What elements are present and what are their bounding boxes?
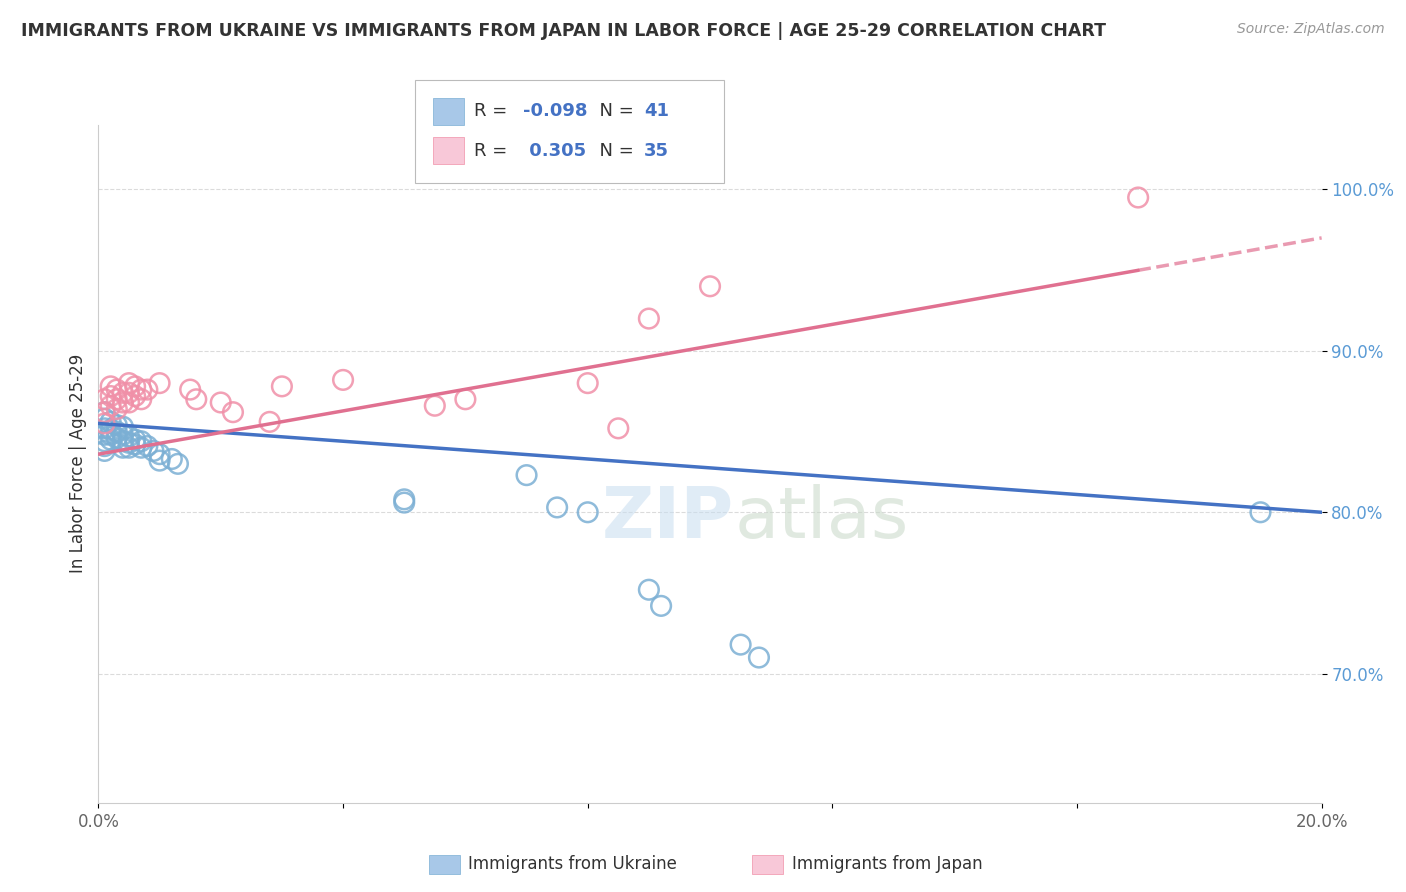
Point xyxy=(392,492,416,507)
Point xyxy=(129,392,152,407)
Point xyxy=(100,379,122,393)
Point xyxy=(576,376,599,391)
Point xyxy=(149,447,172,461)
Point xyxy=(124,433,146,447)
Text: N =: N = xyxy=(588,103,640,120)
Point xyxy=(650,599,672,613)
Point xyxy=(105,401,128,416)
Point xyxy=(142,444,165,458)
Point xyxy=(111,419,134,434)
Point xyxy=(118,385,141,400)
Point xyxy=(160,452,183,467)
Text: IMMIGRANTS FROM UKRAINE VS IMMIGRANTS FROM JAPAN IN LABOR FORCE | AGE 25-29 CORR: IMMIGRANTS FROM UKRAINE VS IMMIGRANTS FR… xyxy=(21,22,1107,40)
Point xyxy=(93,427,115,442)
Y-axis label: In Labor Force | Age 25-29: In Labor Force | Age 25-29 xyxy=(69,354,87,574)
Text: Immigrants from Japan: Immigrants from Japan xyxy=(792,855,983,873)
Point xyxy=(259,415,281,429)
Text: R =: R = xyxy=(474,142,513,160)
Point xyxy=(100,415,122,429)
Point xyxy=(167,457,190,471)
Point xyxy=(392,495,416,509)
Text: atlas: atlas xyxy=(734,483,908,552)
Point xyxy=(270,379,292,393)
Point xyxy=(118,395,141,409)
Text: R =: R = xyxy=(474,103,513,120)
Point xyxy=(93,405,115,419)
Point xyxy=(105,418,128,433)
Point xyxy=(124,389,146,403)
Point xyxy=(100,433,122,447)
Point xyxy=(186,392,208,407)
Point xyxy=(118,441,141,455)
Point xyxy=(111,434,134,449)
Point xyxy=(93,411,115,425)
Point xyxy=(100,423,122,437)
Point xyxy=(129,383,152,397)
Text: Source: ZipAtlas.com: Source: ZipAtlas.com xyxy=(1237,22,1385,37)
Point xyxy=(149,453,172,467)
Point xyxy=(105,383,128,397)
Point xyxy=(546,500,568,515)
Point xyxy=(699,279,721,293)
Point xyxy=(607,421,630,435)
Point xyxy=(100,399,122,413)
Point xyxy=(332,373,354,387)
Point xyxy=(93,417,115,431)
Point xyxy=(136,383,159,397)
Point xyxy=(209,395,232,409)
Point xyxy=(118,429,141,443)
Point xyxy=(124,437,146,451)
Point xyxy=(129,441,152,455)
Point xyxy=(105,392,128,407)
Point xyxy=(93,444,115,458)
Point xyxy=(136,439,159,453)
Point xyxy=(748,650,770,665)
Point xyxy=(730,638,752,652)
Point xyxy=(93,405,115,419)
Text: Immigrants from Ukraine: Immigrants from Ukraine xyxy=(468,855,678,873)
Point xyxy=(129,434,152,449)
Point xyxy=(111,385,134,400)
Point xyxy=(100,427,122,442)
Point xyxy=(105,425,128,439)
Point xyxy=(516,468,538,483)
Text: ZIP: ZIP xyxy=(602,483,734,552)
Point xyxy=(1249,505,1271,519)
Point xyxy=(124,379,146,393)
Text: 41: 41 xyxy=(644,103,669,120)
Point xyxy=(637,311,661,326)
Point xyxy=(454,392,477,407)
Point xyxy=(222,405,245,419)
Point xyxy=(93,392,115,407)
Point xyxy=(118,435,141,450)
Point xyxy=(149,376,172,391)
Point xyxy=(100,389,122,403)
Point xyxy=(93,434,115,449)
Point xyxy=(1128,190,1150,204)
Point xyxy=(111,441,134,455)
Point xyxy=(111,427,134,442)
Point xyxy=(93,439,115,453)
Point xyxy=(118,376,141,391)
Point xyxy=(105,431,128,445)
Point xyxy=(423,399,446,413)
Point xyxy=(111,395,134,409)
Point xyxy=(179,383,201,397)
Text: N =: N = xyxy=(588,142,640,160)
Text: 0.305: 0.305 xyxy=(523,142,586,160)
Point xyxy=(637,582,661,597)
Text: -0.098: -0.098 xyxy=(523,103,588,120)
Text: 35: 35 xyxy=(644,142,669,160)
Point xyxy=(93,421,115,435)
Point xyxy=(576,505,599,519)
